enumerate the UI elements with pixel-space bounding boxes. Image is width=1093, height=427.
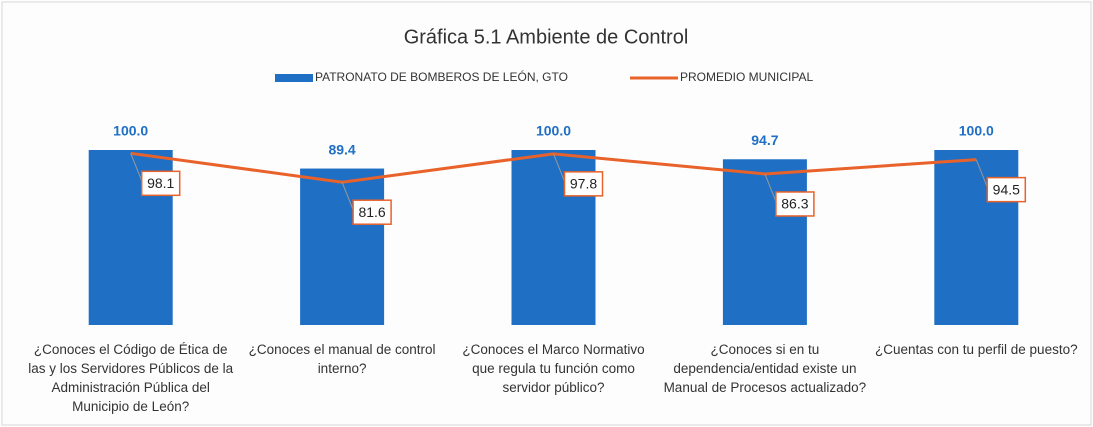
data-label: 100.0 bbox=[536, 123, 571, 139]
x-tick-label: ¿Conoces el manual de control interno? bbox=[248, 342, 436, 376]
data-label: 100.0 bbox=[959, 123, 994, 139]
bar bbox=[300, 168, 385, 325]
leader-line bbox=[130, 153, 144, 184]
legend-label: PROMEDIO MUNICIPAL bbox=[680, 70, 813, 84]
data-label: 89.4 bbox=[328, 141, 355, 157]
legend-swatch bbox=[275, 74, 313, 82]
chart-title: Gráfica 5.1 Ambiente de Control bbox=[404, 26, 689, 48]
data-label-box bbox=[775, 191, 815, 217]
leader-line bbox=[764, 173, 778, 205]
x-tick-label: ¿Conoces el Código de Ética de las y los… bbox=[28, 342, 234, 414]
x-tick-label: ¿Conoces el Marco Normativo que regula t… bbox=[462, 342, 645, 395]
leader-line bbox=[553, 153, 566, 185]
data-label-box bbox=[140, 170, 181, 197]
x-tick-label: ¿Conoces si en tu dependencia/entidad ex… bbox=[663, 342, 867, 395]
bar bbox=[934, 150, 1019, 325]
data-label: 86.3 bbox=[781, 196, 808, 212]
leader-line bbox=[341, 182, 355, 213]
data-label: 81.6 bbox=[358, 204, 385, 220]
data-label: 98.1 bbox=[147, 175, 174, 191]
data-label-box bbox=[563, 171, 604, 197]
leader-line bbox=[975, 159, 989, 190]
data-label: 97.8 bbox=[570, 176, 597, 192]
data-label-box bbox=[352, 199, 392, 225]
legend-label: PATRONATO DE BOMBEROS DE LEÓN, GTO bbox=[315, 69, 568, 84]
bar bbox=[722, 159, 807, 325]
x-tick-label: ¿Cuentas con tu perfil de puesto? bbox=[874, 342, 1078, 357]
data-label: 100.0 bbox=[113, 123, 148, 139]
data-label-box bbox=[986, 176, 1027, 203]
data-label: 94.7 bbox=[751, 132, 778, 148]
data-label: 94.5 bbox=[993, 181, 1020, 197]
